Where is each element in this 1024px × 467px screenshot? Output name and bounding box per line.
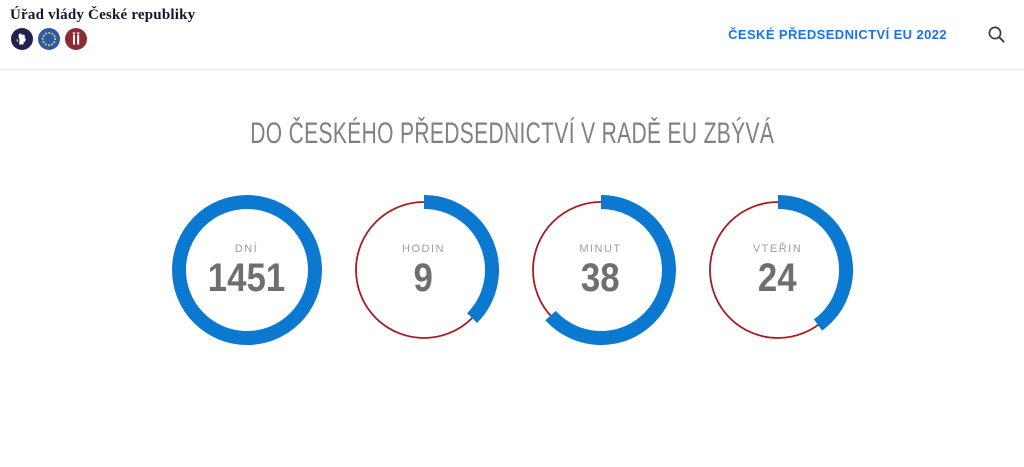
site-header: Úřad vlády České republiky (0, 0, 1024, 70)
countdown-value: 9 (413, 255, 434, 300)
main-content: DO ČESKÉHO PŘEDSEDNICTVÍ V RADĚ EU ZBÝVÁ… (0, 117, 1024, 345)
countdown-value: 24 (758, 255, 797, 300)
countdown-ring: HODIN 9 (349, 195, 499, 345)
search-icon[interactable] (987, 25, 1006, 44)
ring-graphic (708, 195, 853, 339)
logo-title: Úřad vlády České republiky (10, 7, 196, 23)
twin-columns-icon (65, 28, 87, 50)
header-right: ČESKÉ PŘEDSEDNICTVÍ EU 2022 (728, 25, 1006, 44)
logo-emblems (11, 28, 195, 50)
site-logo[interactable]: Úřad vlády České republiky (10, 0, 195, 50)
countdown-label: DNÍ (234, 242, 259, 255)
countdown-value: 38 (581, 255, 620, 300)
eu-flag-icon (38, 28, 60, 50)
czech-lion-icon (11, 28, 33, 50)
nav-link-presidency[interactable]: ČESKÉ PŘEDSEDNICTVÍ EU 2022 (728, 27, 947, 42)
ring-graphic (354, 195, 499, 339)
countdown-ring: DNÍ 1451 (171, 195, 322, 345)
countdown: DNÍ 1451 HODIN 9 MINUT 38 VTEŘIN 24 (0, 195, 1024, 345)
ring-graphic (171, 195, 322, 345)
countdown-ring: MINUT 38 (526, 195, 676, 345)
countdown-label: HODIN (402, 242, 445, 255)
countdown-label: VTEŘIN (752, 242, 803, 255)
page-title: DO ČESKÉHO PŘEDSEDNICTVÍ V RADĚ EU ZBÝVÁ (250, 117, 774, 150)
countdown-ring: VTEŘIN 24 (703, 195, 853, 345)
countdown-label: MINUT (579, 242, 622, 255)
countdown-value: 1451 (207, 255, 286, 300)
ring-graphic (531, 195, 676, 345)
